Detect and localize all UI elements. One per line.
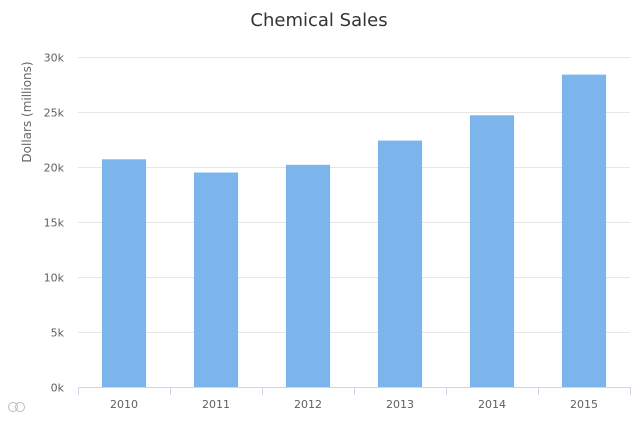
x-tick-label: 2010 bbox=[110, 398, 138, 411]
y-tick-label: 15k bbox=[44, 217, 65, 230]
watermark-logo-icon bbox=[8, 402, 25, 412]
bar-2013[interactable] bbox=[377, 140, 423, 387]
x-tick-label: 2011 bbox=[202, 398, 230, 411]
x-axis-ticks bbox=[78, 387, 631, 395]
chart-title: Chemical Sales bbox=[250, 10, 387, 31]
y-tick-label: 25k bbox=[44, 107, 65, 120]
y-tick-label: 30k bbox=[44, 52, 65, 65]
x-tick-label: 2013 bbox=[386, 398, 414, 411]
x-tick-label: 2015 bbox=[570, 398, 598, 411]
x-tick-label: 2014 bbox=[478, 398, 506, 411]
y-axis-tick-labels: 0k 5k 10k 15k 20k 25k 30k bbox=[44, 52, 65, 395]
bar-2010[interactable] bbox=[101, 159, 147, 387]
x-tick-label: 2012 bbox=[294, 398, 322, 411]
y-tick-label: 5k bbox=[51, 327, 65, 340]
y-tick-label: 20k bbox=[44, 162, 65, 175]
y-tick-label: 0k bbox=[51, 382, 65, 395]
grid-lines bbox=[78, 57, 630, 333]
bar-series bbox=[101, 74, 607, 388]
x-axis-tick-labels: 2010 2011 2012 2013 2014 2015 bbox=[110, 398, 598, 411]
bar-2015[interactable] bbox=[561, 74, 607, 387]
y-axis-label: Dollars (millions) bbox=[20, 61, 34, 162]
y-tick-label: 10k bbox=[44, 272, 65, 285]
bar-2011[interactable] bbox=[193, 172, 239, 388]
bar-2012[interactable] bbox=[285, 164, 331, 387]
bar-2014[interactable] bbox=[469, 115, 515, 388]
